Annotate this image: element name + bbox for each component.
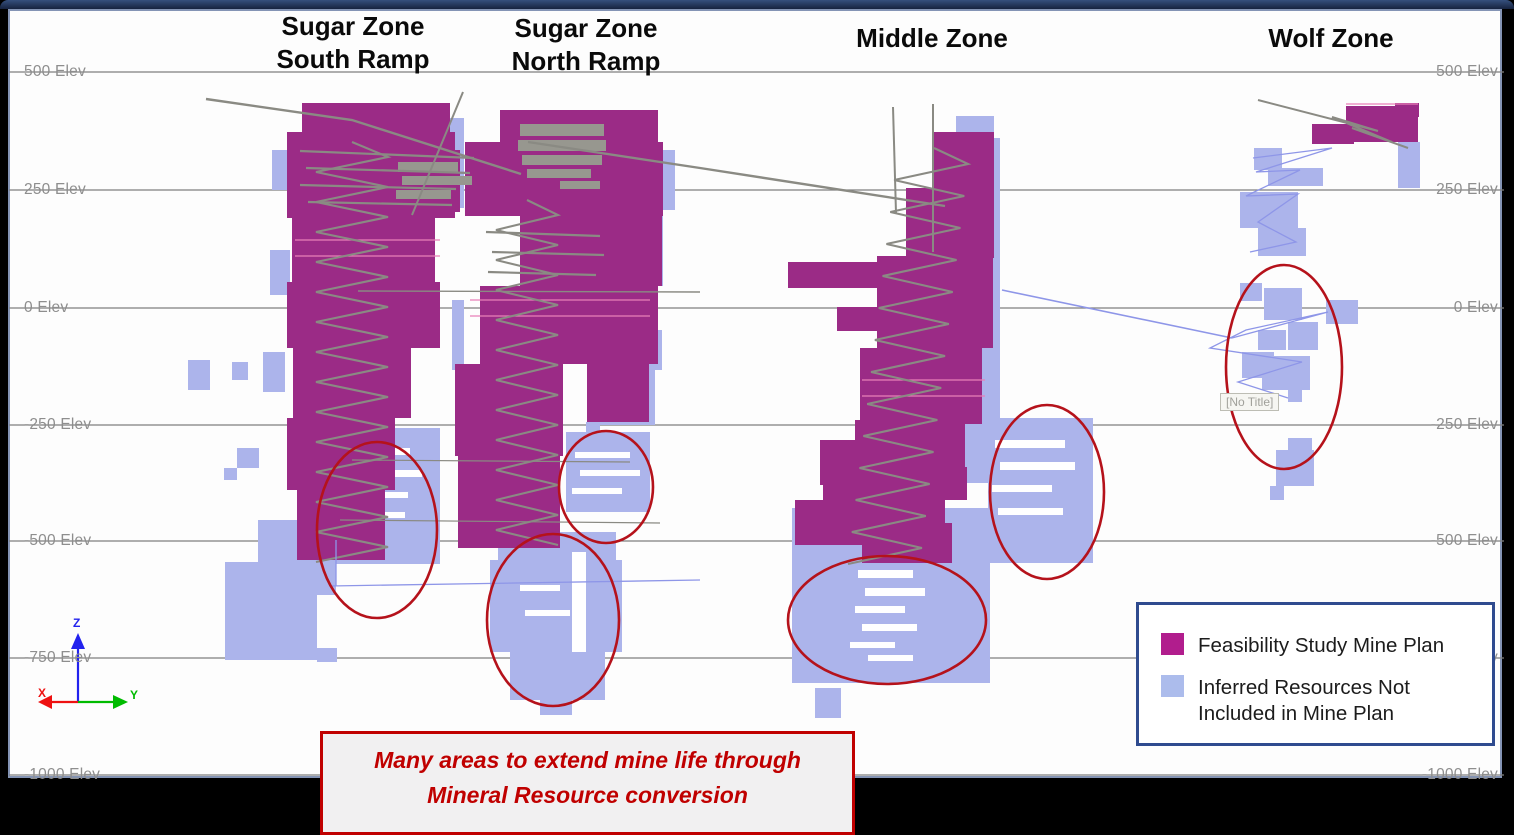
elev-label-left-n750: -750 Elev [24,649,92,666]
y-axis-label: Y [130,688,139,702]
zone-title-middle: Middle Zone [856,23,1008,53]
zone-title-sugar-north: Sugar Zone North Ramp [512,12,661,78]
elev-label-right-250: 250 Elev [1436,181,1498,198]
zone-title-sugar-south-line1: Sugar Zone [281,11,425,41]
elev-label-left-n500: -500 Elev [24,532,92,549]
zone-title-sugar-north-line2: North Ramp [511,46,661,76]
callout-box: Many areas to extend mine life through M… [320,731,855,835]
elev-label-left-250: 250 Elev [24,181,86,198]
zone-title-sugar-north-line1: Sugar Zone [514,13,658,43]
zone-title-sugar-south-line2: South Ramp [276,44,430,74]
elev-label-right-n500: -500 Elev [1430,532,1498,549]
callout-line2: Mineral Resource conversion [427,782,748,808]
window-top-edge [0,0,1514,9]
legend-item-inferred: Inferred Resources Not Included in Mine … [1161,675,1410,727]
elev-label-left-n250: -250 Elev [24,416,92,433]
legend-item-feasibility: Feasibility Study Mine Plan [1161,633,1444,659]
callout-line1: Many areas to extend mine life through [374,747,801,773]
legend-label-inferred-line1: Inferred Resources Not [1198,676,1410,699]
inferred-swatch [1161,675,1184,697]
elev-label-left-500: 500 Elev [24,63,86,80]
elev-label-right-n250: -250 Elev [1430,416,1498,433]
no-title-annotation-chip[interactable]: [No Title] [1220,393,1280,411]
feasibility-swatch [1161,633,1184,655]
legend-label-inferred-line2: Included in Mine Plan [1198,702,1395,725]
elev-label-right-500: 500 Elev [1436,63,1498,80]
legend: Feasibility Study Mine Plan Inferred Res… [1136,602,1495,746]
legend-label-feasibility: Feasibility Study Mine Plan [1198,634,1445,657]
elev-label-left-0: 0 Elev [24,299,69,316]
x-axis-label: X [38,686,47,700]
legend-label-inferred: Inferred Resources Not Included in Mine … [1198,675,1410,727]
zone-title-wolf: Wolf Zone [1268,23,1394,53]
elev-label-right-0: 0 Elev [1453,299,1498,316]
z-axis-label: Z [73,616,81,630]
zone-title-sugar-south: Sugar Zone South Ramp [276,10,429,76]
